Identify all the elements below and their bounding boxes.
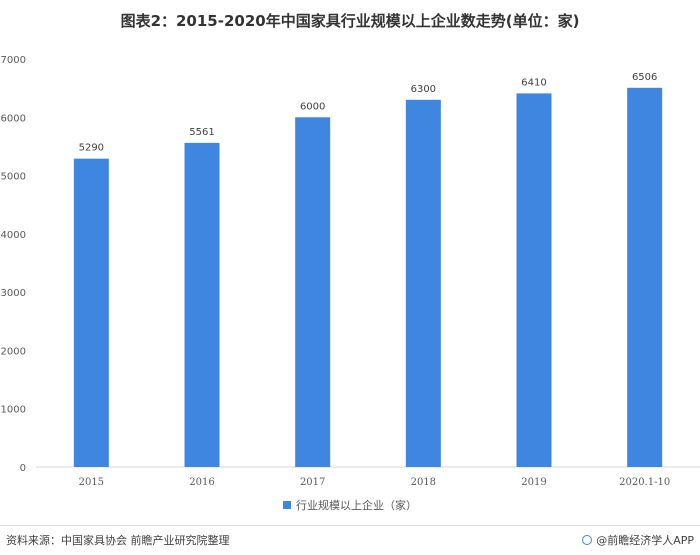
y-tick-label: 7000 xyxy=(1,55,26,66)
y-tick-label: 2000 xyxy=(1,346,26,357)
source-note: 资料来源：中国家具协会 前瞻产业研究院整理 xyxy=(6,534,230,547)
data-label: 6410 xyxy=(521,77,546,88)
brand: @前瞻经济学人APP xyxy=(582,532,694,548)
y-tick-label: 0 xyxy=(20,463,26,474)
bar xyxy=(295,117,331,468)
bar-series: 5290 5561 6000 6300 6410 6506 xyxy=(73,72,663,468)
y-tick-label: 1000 xyxy=(1,405,26,416)
chart-title: 图表2：2015-2020年中国家具行业规模以上企业数走势(单位：家) xyxy=(120,12,580,30)
brand-label: @前瞻经济学人APP xyxy=(596,534,694,547)
bar xyxy=(516,93,552,467)
bar xyxy=(184,142,220,467)
x-axis: 2015 2016 2017 2018 2019 2020.1-10 xyxy=(79,477,671,488)
bar xyxy=(73,158,109,467)
bar-chart: 0 1000 2000 3000 4000 5000 6000 7000 5290 5561 60… xyxy=(1,55,700,488)
y-tick-label: 3000 xyxy=(1,288,26,299)
x-tick-label: 2019 xyxy=(521,477,546,488)
y-tick-label: 4000 xyxy=(1,230,26,241)
brand-logo-icon xyxy=(582,535,593,545)
y-axis: 0 1000 2000 3000 4000 5000 6000 7000 xyxy=(1,55,26,474)
footer: 资料来源：中国家具协会 前瞻产业研究院整理 @前瞻经济学人APP xyxy=(0,525,700,555)
bar xyxy=(627,87,663,467)
x-tick-label: 2016 xyxy=(189,477,214,488)
legend-swatch xyxy=(283,501,291,509)
data-label: 6000 xyxy=(300,101,325,112)
bar xyxy=(405,99,441,468)
x-tick-label: 2015 xyxy=(79,477,104,488)
legend: 行业规模以上企业（家） xyxy=(0,497,700,513)
y-tick-label: 5000 xyxy=(1,172,26,183)
x-tick-label: 2017 xyxy=(300,477,325,488)
data-label: 6300 xyxy=(411,84,436,95)
data-label: 6506 xyxy=(632,72,657,83)
y-tick-label: 6000 xyxy=(1,113,26,124)
data-label: 5561 xyxy=(189,127,214,138)
x-tick-label: 2018 xyxy=(411,477,436,488)
x-tick-label: 2020.1-10 xyxy=(619,477,670,488)
legend-label: 行业规模以上企业（家） xyxy=(296,499,417,512)
data-label: 5290 xyxy=(79,143,104,154)
